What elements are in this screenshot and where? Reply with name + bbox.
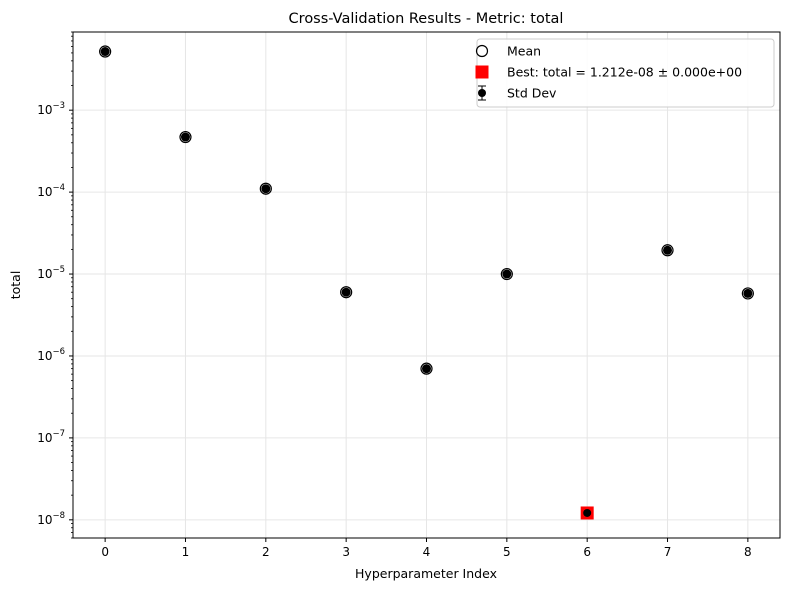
x-tick-label: 8 [744, 545, 752, 559]
y-tick-label: 10−5 [37, 265, 65, 281]
x-tick-label: 4 [423, 545, 431, 559]
y-tick-label: 10−3 [37, 101, 65, 117]
legend-label-mean: Mean [507, 44, 541, 59]
grid-lines [73, 32, 780, 538]
x-tick-label: 1 [182, 545, 190, 559]
y-axis-label: total [8, 271, 23, 300]
x-tick-label: 6 [583, 545, 591, 559]
y-axis: 10−8 10−7 10−6 10−5 10−4 10−3 [37, 31, 73, 539]
legend-label-std: Std Dev [507, 86, 557, 101]
legend-mean-icon [475, 44, 489, 58]
x-axis-label: Hyperparameter Index [355, 566, 497, 581]
x-axis: 0 1 2 3 4 5 6 7 8 [101, 538, 752, 559]
mean-marker [340, 286, 353, 299]
std-dev-point [743, 288, 753, 298]
std-dev-point [100, 47, 110, 57]
x-tick-label: 2 [262, 545, 270, 559]
std-dev-point [180, 132, 190, 142]
std-dev-point [261, 184, 271, 194]
y-tick-label: 10−6 [37, 347, 65, 363]
legend-std-icon [478, 89, 486, 97]
mean-marker [99, 45, 112, 58]
mean-marker [661, 244, 674, 257]
x-tick-label: 7 [664, 545, 672, 559]
std-dev-point [341, 287, 351, 297]
legend-label-best: Best: total = 1.212e-08 ± 0.000e+00 [507, 65, 742, 80]
legend: Mean Best: total = 1.212e-08 ± 0.000e+00 S… [475, 38, 775, 108]
chart-title: Cross-Validation Results - Metric: total [289, 11, 564, 27]
y-tick-label: 10−4 [37, 183, 65, 199]
mean-marker [179, 130, 192, 144]
std-dev-point [422, 364, 431, 374]
std-dev-point [502, 269, 512, 279]
x-tick-label: 5 [503, 545, 511, 559]
mean-marker [500, 267, 513, 281]
y-tick-label: 10−7 [37, 429, 65, 445]
data-points [99, 45, 754, 520]
mean-marker [420, 362, 433, 375]
y-tick-label: 10−8 [37, 511, 65, 527]
mean-marker [259, 182, 272, 195]
std-dev-point [663, 245, 673, 255]
x-tick-label: 0 [101, 545, 109, 559]
x-tick-label: 3 [342, 545, 350, 559]
legend-best-icon [475, 65, 489, 79]
mean-marker [741, 287, 754, 300]
std-dev-point [583, 508, 592, 517]
